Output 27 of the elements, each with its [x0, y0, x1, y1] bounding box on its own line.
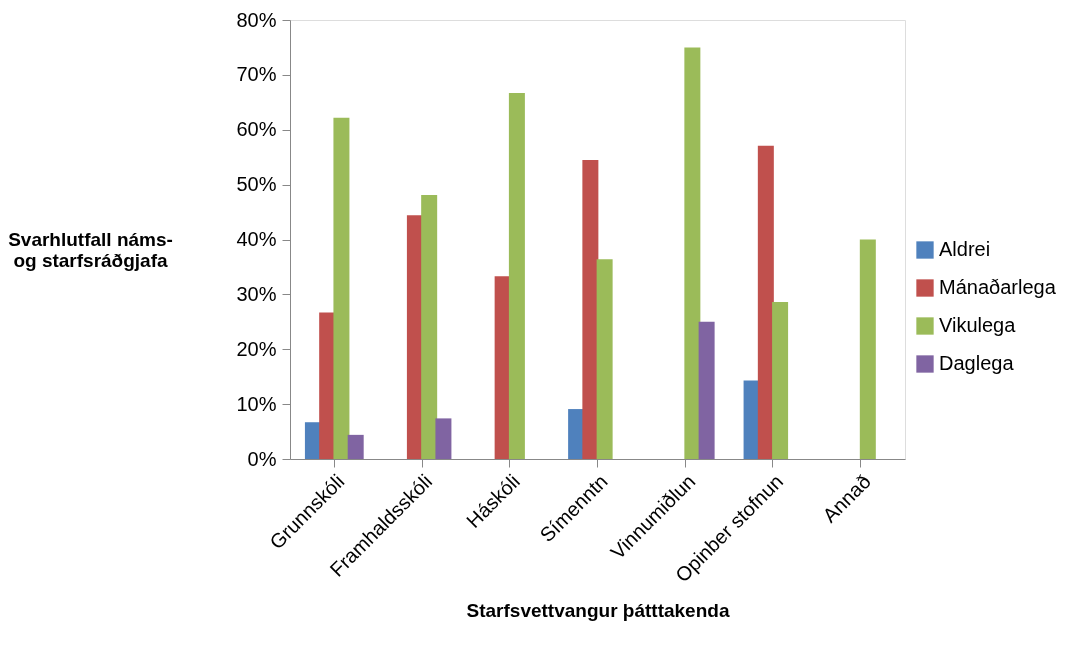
y-tick-label: 30% — [236, 282, 277, 305]
legend-label: Vikulega — [939, 314, 1017, 336]
y-tick-label: 40% — [236, 228, 277, 250]
y-tick-label: 0% — [247, 447, 277, 470]
y-tick-label: 60% — [236, 118, 277, 141]
bar — [508, 92, 525, 459]
bar — [333, 117, 350, 459]
y-axis-title: Svarhlutfall náms- og starfsráðgjafa — [8, 228, 173, 271]
y-tick-label: 80% — [236, 8, 277, 31]
bar — [772, 302, 789, 459]
bar — [757, 145, 774, 459]
bar — [582, 159, 599, 459]
legend-label: Daglega — [939, 352, 1015, 374]
x-axis-title: Starfsvettvangur þátttakenda — [466, 600, 730, 622]
bar — [347, 434, 364, 459]
y-tick-label: 20% — [236, 337, 277, 360]
legend-label: Aldrei — [939, 238, 991, 260]
y-tick-label: 10% — [236, 392, 277, 415]
bar — [859, 239, 876, 459]
legend-label: Mánaðarlega — [939, 276, 1057, 298]
bar — [698, 321, 715, 459]
bar — [421, 195, 438, 459]
bar — [596, 259, 613, 459]
y-tick-label: 50% — [236, 173, 277, 196]
bar — [435, 418, 452, 459]
y-tick-label: 70% — [236, 63, 277, 86]
bar — [684, 47, 701, 459]
